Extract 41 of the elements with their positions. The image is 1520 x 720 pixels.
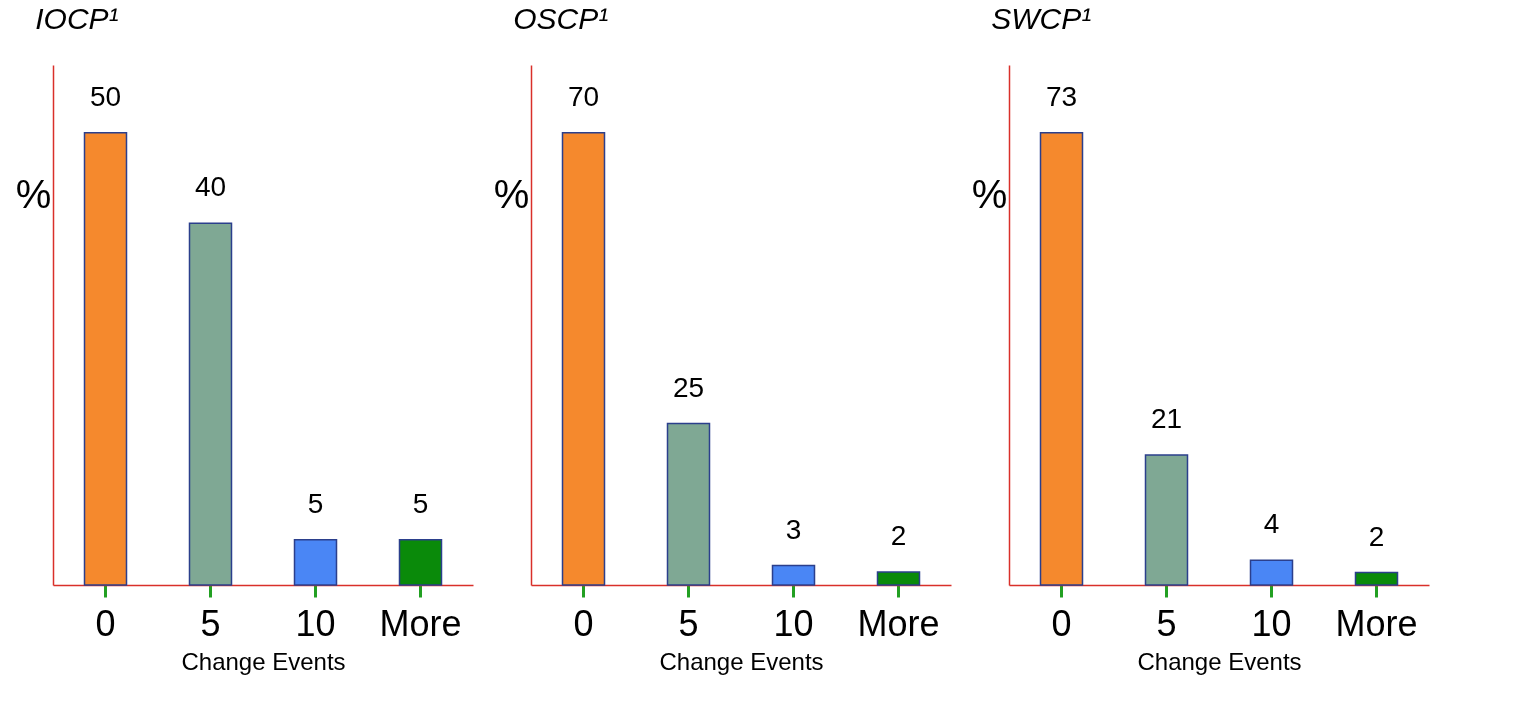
x-tick-label: More — [857, 602, 940, 644]
data-label: 21 — [1150, 402, 1183, 434]
chart-title: IOCP¹ — [35, 2, 119, 35]
data-label: 70 — [567, 80, 600, 112]
chart-title: SWCP¹ — [991, 2, 1092, 35]
x-tick-label: More — [379, 602, 462, 644]
bar — [1039, 132, 1084, 586]
y-axis-title: % — [15, 171, 52, 216]
x-tick-label: 0 — [1051, 602, 1072, 644]
data-label: 3 — [785, 513, 802, 545]
chart-title: OSCP¹ — [513, 2, 609, 35]
y-axis-title: % — [493, 171, 530, 216]
bar — [1144, 454, 1189, 586]
x-tick-label: 5 — [1156, 602, 1177, 644]
data-label: 73 — [1045, 80, 1078, 112]
bar — [1354, 571, 1399, 586]
data-label: 5 — [412, 487, 429, 519]
y-axis-title: % — [971, 171, 1008, 216]
x-tick-label: 0 — [573, 602, 594, 644]
x-tick-label: 10 — [1251, 602, 1292, 644]
x-tick-label: 10 — [295, 602, 336, 644]
bar — [1249, 559, 1294, 586]
x-tick-label: 0 — [95, 602, 116, 644]
x-axis-title: Change Events — [1137, 647, 1302, 675]
x-tick-label: More — [1335, 602, 1418, 644]
x-tick-label: 5 — [200, 602, 221, 644]
bar — [666, 422, 711, 586]
x-axis-title: Change Events — [181, 647, 346, 675]
x-axis-title: Change Events — [659, 647, 824, 675]
data-label: 2 — [1368, 520, 1385, 552]
data-label: 50 — [89, 80, 122, 112]
data-label: 25 — [672, 371, 705, 403]
data-label: 5 — [307, 487, 324, 519]
data-label: 4 — [1263, 508, 1280, 540]
bar — [561, 132, 606, 586]
bar — [771, 564, 816, 586]
x-tick-label: 10 — [773, 602, 814, 644]
x-tick-label: 5 — [678, 602, 699, 644]
data-label: 2 — [890, 520, 907, 552]
bar — [876, 571, 921, 586]
data-label: 40 — [194, 171, 227, 203]
